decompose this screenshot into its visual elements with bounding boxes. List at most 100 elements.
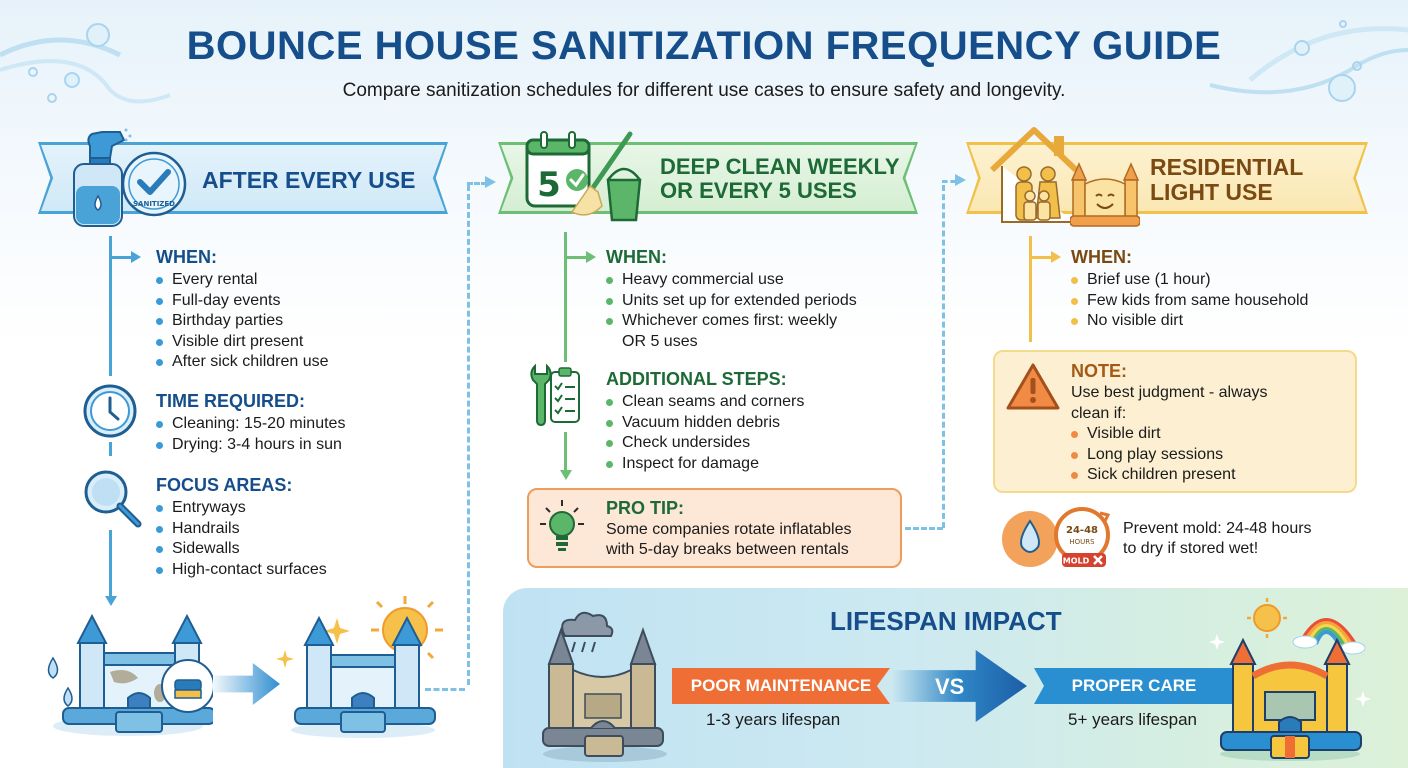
pro-tip-heading: PRO TIP: bbox=[606, 498, 685, 518]
arrow-right-icon bbox=[131, 251, 141, 263]
list-item-continuation: OR 5 uses bbox=[622, 332, 698, 350]
svg-text:SANITIZED: SANITIZED bbox=[133, 200, 175, 208]
list-item: Sidewalls bbox=[156, 539, 327, 560]
list-item: Handrails bbox=[156, 519, 327, 540]
pro-tip-box bbox=[527, 488, 902, 568]
wave-bubbles-right-decoration bbox=[1209, 20, 1408, 102]
mold-warning-text: Prevent mold: 24-48 hours to dry if stor… bbox=[1123, 520, 1312, 557]
time-required-heading: TIME REQUIRED: bbox=[156, 391, 306, 411]
when-heading-col2: WHEN: bbox=[606, 247, 667, 267]
healthy-bounce-house-illustration bbox=[1209, 598, 1371, 761]
warning-triangle-icon bbox=[1006, 363, 1060, 410]
clock-icon bbox=[83, 384, 137, 438]
connector-line bbox=[942, 185, 945, 528]
connector-line bbox=[467, 182, 487, 185]
list-item: Drying: 3-4 hours in sun bbox=[156, 435, 345, 456]
timeline-branch-col1 bbox=[109, 256, 131, 259]
note-box bbox=[993, 350, 1357, 493]
list-item: Entryways bbox=[156, 498, 327, 519]
arrow-right-icon bbox=[1051, 251, 1061, 263]
connector-line bbox=[425, 688, 465, 691]
proper-care-value: 5+ years lifespan bbox=[1068, 710, 1197, 729]
connector-line bbox=[942, 180, 956, 183]
sanitized-check-badge-icon: SANITIZED bbox=[121, 151, 187, 217]
svg-text:5: 5 bbox=[537, 165, 561, 205]
list-item: Cleaning: 15-20 minutes bbox=[156, 414, 345, 435]
banner-after-every-use-label: AFTER EVERY USE bbox=[202, 167, 416, 193]
when-heading-col1: WHEN: bbox=[156, 247, 217, 267]
list-item: Visible dirt present bbox=[156, 332, 329, 353]
list-item: Every rental bbox=[156, 270, 329, 291]
when-heading-col3: WHEN: bbox=[1071, 247, 1132, 267]
note-list: Visible dirt Long play sessions Sick chi… bbox=[1071, 424, 1236, 486]
timeline-line-col2 bbox=[564, 232, 567, 362]
list-item: After sick children use bbox=[156, 352, 329, 373]
arrow-down-icon bbox=[105, 596, 117, 606]
magnifier-icon bbox=[84, 470, 142, 528]
dirty-bounce-house-illustration bbox=[47, 613, 213, 736]
additional-steps-list: Clean seams and corners Vacuum hidden de… bbox=[606, 392, 804, 474]
connector-arrow-icon bbox=[955, 174, 966, 186]
wrench-checklist-icon bbox=[530, 363, 580, 427]
list-item: Brief use (1 hour) bbox=[1071, 270, 1308, 291]
list-item: Whichever comes first: weekly bbox=[606, 311, 857, 332]
sun-icon bbox=[1247, 598, 1287, 638]
list-item: Visible dirt bbox=[1071, 424, 1236, 445]
water-drop-mold-timer-icon: 24-48 HOURS MOLD bbox=[1002, 507, 1111, 567]
timeline-line-col3 bbox=[1029, 236, 1032, 342]
spray-bottle-icon bbox=[73, 128, 132, 227]
list-item: Full-day events bbox=[156, 291, 329, 312]
note-text: Use best judgment - always clean if: bbox=[1071, 384, 1268, 422]
page-title: BOUNCE HOUSE SANITIZATION FREQUENCY GUID… bbox=[186, 24, 1222, 68]
timeline-dash-col1 bbox=[109, 442, 112, 456]
list-item: Few kids from same household bbox=[1071, 291, 1308, 312]
damaged-bounce-house-illustration bbox=[542, 611, 667, 762]
list-item: Units set up for extended periods bbox=[606, 291, 857, 312]
list-item: Heavy commercial use bbox=[606, 270, 857, 291]
list-item: Sick children present bbox=[1071, 465, 1236, 486]
note-heading: NOTE: bbox=[1071, 361, 1127, 381]
when-list-col2: Heavy commercial use Units set up for ex… bbox=[606, 270, 857, 352]
list-item: Vacuum hidden debris bbox=[606, 413, 804, 434]
wave-bubbles-left-decoration bbox=[0, 23, 171, 104]
list-item: Birthday parties bbox=[156, 311, 329, 332]
list-item: No visible dirt bbox=[1071, 311, 1308, 332]
progress-arrow bbox=[212, 663, 280, 705]
connector-line bbox=[905, 527, 943, 530]
timeline-line-col1-lower bbox=[109, 530, 112, 602]
list-item: Check undersides bbox=[606, 433, 804, 454]
lifespan-title: LIFESPAN IMPACT bbox=[830, 606, 1062, 636]
banner-deep-clean-label: DEEP CLEAN WEEKLY OR EVERY 5 USES bbox=[660, 154, 900, 204]
smiling-bounce-house-icon bbox=[1070, 162, 1140, 227]
banner-residential-label: RESIDENTIAL LIGHT USE bbox=[1150, 154, 1304, 206]
svg-text:HOURS: HOURS bbox=[1069, 538, 1095, 546]
broom-bucket-icon bbox=[570, 131, 642, 222]
focus-areas-list: Entryways Handrails Sidewalls High-conta… bbox=[156, 498, 327, 580]
house-family-icon bbox=[989, 127, 1078, 223]
timeline-branch-col2 bbox=[564, 256, 586, 259]
timeline-line-col1 bbox=[109, 236, 112, 376]
arrow-right-icon bbox=[586, 251, 596, 263]
when-list-col3: Brief use (1 hour) Few kids from same ho… bbox=[1071, 270, 1308, 332]
svg-text:MOLD: MOLD bbox=[1063, 557, 1090, 566]
list-item: Clean seams and corners bbox=[606, 392, 804, 413]
page-subtitle: Compare sanitization schedules for diffe… bbox=[342, 80, 1066, 101]
connector-arrow-icon bbox=[485, 176, 496, 188]
lightbulb-icon bbox=[540, 500, 584, 551]
clean-bounce-house-illustration bbox=[276, 596, 443, 738]
focus-areas-heading: FOCUS AREAS: bbox=[156, 475, 293, 495]
connector-line bbox=[467, 185, 470, 685]
additional-steps-heading: ADDITIONAL STEPS: bbox=[606, 369, 787, 389]
list-item: Long play sessions bbox=[1071, 445, 1236, 466]
when-list-col1: Every rental Full-day events Birthday pa… bbox=[156, 270, 329, 373]
time-required-list: Cleaning: 15-20 minutes Drying: 3-4 hour… bbox=[156, 414, 345, 455]
svg-text:24-48: 24-48 bbox=[1066, 525, 1098, 536]
arrow-down-icon bbox=[560, 470, 572, 480]
poor-maintenance-value: 1-3 years lifespan bbox=[706, 710, 841, 729]
poor-maintenance-label: POOR MAINTENANCE bbox=[672, 668, 890, 704]
list-item: High-contact surfaces bbox=[156, 560, 327, 581]
timeline-branch-col3 bbox=[1029, 256, 1051, 259]
pro-tip-text: Some companies rotate inflatables with 5… bbox=[606, 521, 852, 558]
list-item: Inspect for damage bbox=[606, 454, 804, 475]
calendar-icon: 5 bbox=[525, 131, 591, 208]
